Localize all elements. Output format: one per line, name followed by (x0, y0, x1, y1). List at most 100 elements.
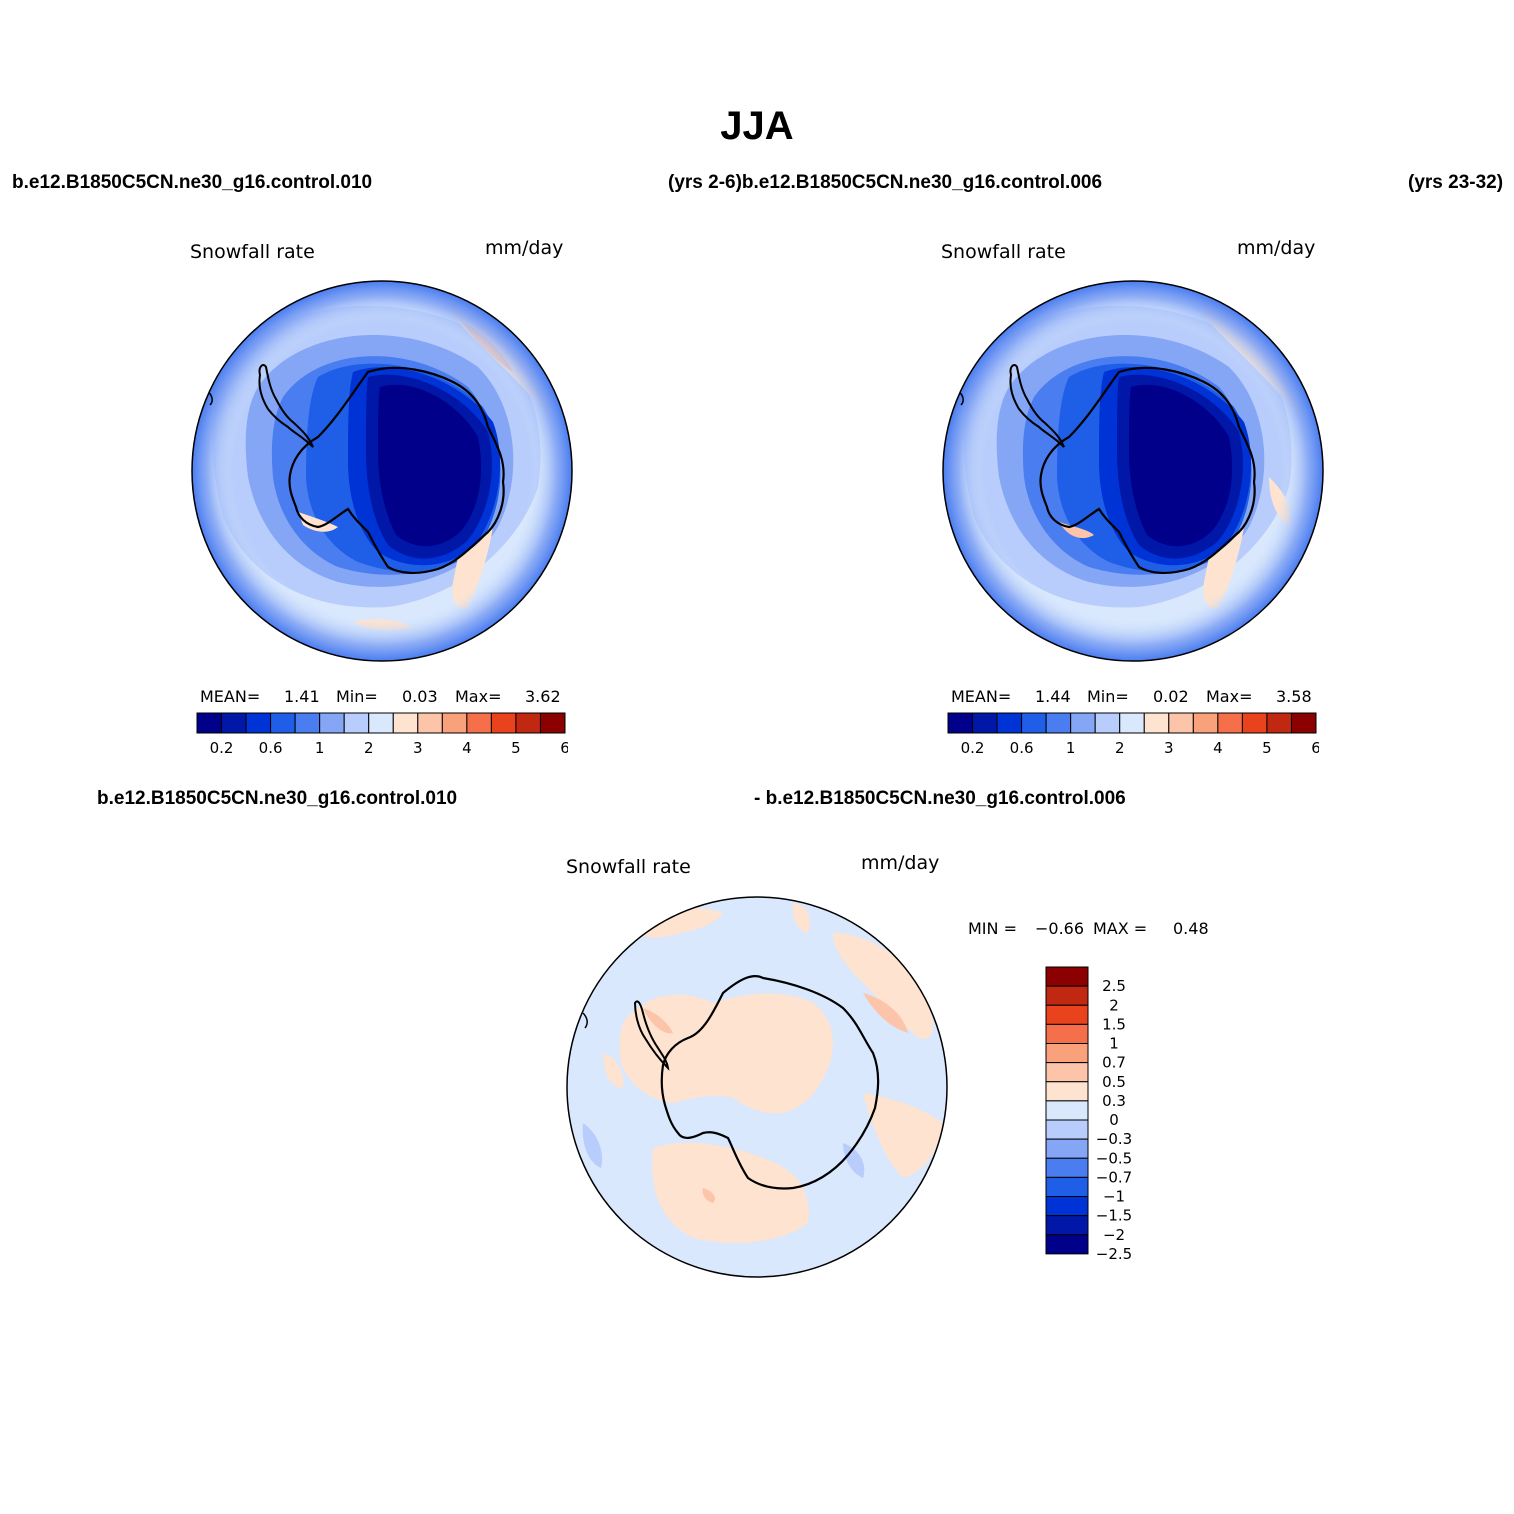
colorbar-panel2-swatch (1168, 712, 1194, 734)
panel1-max-value: 3.62 (525, 687, 561, 706)
colorbar-panel2-swatch (996, 712, 1023, 734)
panel2-mean-value: 1.44 (1035, 687, 1071, 706)
colorbar-panel3-swatch (1045, 966, 1089, 987)
colorbar-panel1-swatch (343, 712, 370, 734)
colorbar-panel3-tick-label: 0 (1109, 1111, 1119, 1129)
colorbar-panel2-swatch (947, 712, 974, 734)
panel2-units: mm/day (1237, 237, 1316, 259)
colorbar-panel2-tick-label: 3 (1164, 739, 1174, 757)
panel1-max-label: Max= (455, 687, 502, 706)
colorbar-panel3-swatch (1045, 1081, 1089, 1102)
colorbar-panel3-tick-label: −1 (1103, 1188, 1125, 1206)
panel3-max-value: 0.48 (1173, 919, 1209, 938)
panel2-variable: Snowfall rate (941, 241, 1066, 263)
case-name-bottom-right: - b.e12.B1850C5CN.ne30_g16.control.006 (754, 788, 1126, 809)
colorbar-panel3-swatch (1045, 1196, 1089, 1217)
colorbar-panel1-swatch (417, 712, 443, 734)
colorbar-panel2-swatch (1192, 712, 1219, 734)
colorbar-panel2-swatch (1119, 712, 1145, 734)
panel2-mean-label: MEAN= (951, 687, 1012, 706)
colorbar-panel1-tick-label: 0.6 (259, 739, 283, 757)
colorbar-panel2-swatch (1143, 712, 1170, 734)
colorbar-panel3-swatch (1045, 1138, 1089, 1159)
colorbar-panel3-tick-label: 1.5 (1102, 1015, 1126, 1033)
panel1-min-label: Min= (336, 687, 378, 706)
colorbar-panel1-swatch (221, 712, 247, 734)
colorbar-panel2-swatch (1217, 712, 1243, 734)
colorbar-panel2-swatch (1021, 712, 1047, 734)
colorbar-panel1-tick-label: 1 (315, 739, 325, 757)
colorbar-panel2-tick-label: 2 (1115, 739, 1125, 757)
colorbar-panel2-swatch (1070, 712, 1096, 734)
colorbar-panel1-tick-label: 0.2 (210, 739, 234, 757)
case-name-bottom-left: b.e12.B1850C5CN.ne30_g16.control.010 (97, 788, 458, 809)
colorbar-panel2: 0.2 0.6 1 2 3 4 5 6 (947, 712, 1319, 757)
colorbar-panel3-swatch (1045, 1215, 1089, 1236)
colorbar-panel1-swatch (490, 712, 517, 734)
case-name-top-left: b.e12.B1850C5CN.ne30_g16.control.010 (12, 172, 373, 193)
colorbar-panel3-tick-label: −0.7 (1096, 1168, 1132, 1186)
panel1-units: mm/day (485, 237, 564, 259)
colorbar-panel1-swatch (539, 712, 566, 734)
colorbar-panel1-tick-label: 5 (511, 739, 521, 757)
colorbar-panel3-tick-label: −0.3 (1096, 1130, 1132, 1148)
colorbar-panel3-swatch (1045, 1004, 1089, 1025)
panel2-min-value: 0.02 (1153, 687, 1189, 706)
colorbar-panel3-tick-label: 0.3 (1102, 1092, 1126, 1110)
years-top-right: (yrs 23-32) (1408, 172, 1504, 193)
panel3-variable: Snowfall rate (566, 856, 691, 878)
colorbar-panel3: 2.521.5 10.70.50.30−0.3−0.5−0.7 −1−1.5−2−2… (1045, 966, 1132, 1263)
polar-map-panel1 (191, 280, 573, 662)
colorbar-panel3-tick-label: −2 (1103, 1226, 1125, 1244)
colorbar-panel2-tick-label: 0.2 (961, 739, 985, 757)
colorbar-panel1-tick-label: 6 (560, 739, 568, 757)
panel1-min-value: 0.03 (402, 687, 438, 706)
colorbar-panel3-swatch (1045, 1176, 1089, 1197)
polar-map-panel3-difference (566, 896, 948, 1278)
panel1-mean-value: 1.41 (284, 687, 320, 706)
panel2-max-value: 3.58 (1276, 687, 1312, 706)
colorbar-panel3-swatch (1045, 985, 1089, 1006)
colorbar-panel3-tick-label: 2 (1109, 996, 1119, 1014)
colorbar-panel3-swatch (1045, 1119, 1089, 1140)
colorbar-panel3-swatch (1045, 1023, 1089, 1044)
colorbar-panel1-swatch (466, 712, 492, 734)
colorbar-panel2-swatch (1290, 712, 1317, 734)
colorbar-panel3-swatch (1045, 1157, 1089, 1178)
colorbar-panel3-swatch (1045, 1043, 1089, 1064)
colorbar-panel1-swatch (294, 712, 321, 734)
colorbar-panel1-swatch (392, 712, 419, 734)
figure-title: JJA (720, 104, 794, 148)
colorbar-panel2-tick-label: 4 (1213, 739, 1223, 757)
colorbar-panel2-swatch (1094, 712, 1121, 734)
panel3-min-label: MIN = (968, 919, 1017, 938)
colorbar-panel3-tick-label: −2.5 (1096, 1245, 1132, 1263)
colorbar-panel1-swatch (270, 712, 296, 734)
colorbar-panel1-tick-label: 2 (364, 739, 374, 757)
panel1-variable: Snowfall rate (190, 241, 315, 263)
panel3-min-value: −0.66 (1035, 919, 1085, 938)
colorbar-panel1-tick-label: 4 (462, 739, 472, 757)
colorbar-panel1-swatch (196, 712, 223, 734)
colorbar-panel3-swatch (1045, 1062, 1089, 1083)
colorbar-panel1-swatch (368, 712, 394, 734)
colorbar-panel2-tick-label: 5 (1262, 739, 1272, 757)
panel2-min-label: Min= (1087, 687, 1129, 706)
colorbar-panel3-swatch (1045, 1234, 1089, 1255)
colorbar-panel2-tick-label: 0.6 (1010, 739, 1034, 757)
colorbar-panel1: 0.2 0.6 1 2 3 4 5 6 (196, 712, 568, 757)
colorbar-panel1-swatch (515, 712, 541, 734)
panel3-units: mm/day (861, 852, 940, 874)
polar-map-panel2 (942, 280, 1324, 662)
colorbar-panel2-swatch (1266, 712, 1292, 734)
colorbar-panel1-swatch (319, 712, 345, 734)
colorbar-panel3-tick-label: 0.7 (1102, 1054, 1126, 1072)
panel1-mean-label: MEAN= (200, 687, 261, 706)
colorbar-panel2-swatch (972, 712, 998, 734)
panel3-max-label: MAX = (1093, 919, 1148, 938)
colorbar-panel3-tick-label: 1 (1109, 1035, 1119, 1053)
colorbar-panel2-tick-label: 6 (1311, 739, 1319, 757)
case-name-top-middle: (yrs 2-6)b.e12.B1850C5CN.ne30_g16.contro… (668, 172, 1103, 193)
colorbar-panel3-tick-label: −0.5 (1096, 1149, 1132, 1167)
colorbar-panel3-tick-label: 0.5 (1102, 1073, 1126, 1091)
